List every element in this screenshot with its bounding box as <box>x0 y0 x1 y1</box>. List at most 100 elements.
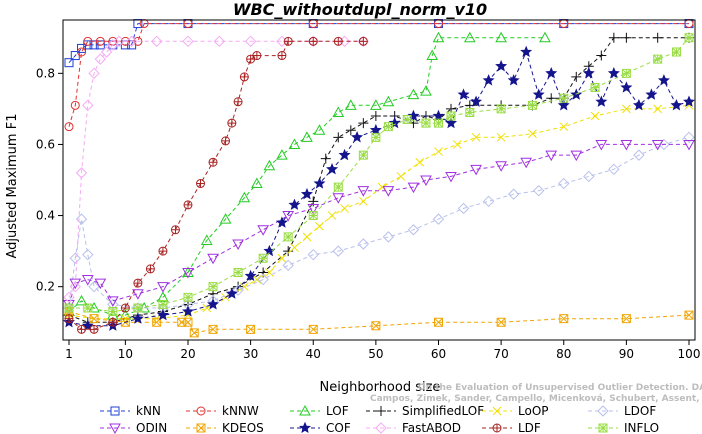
series-point-ldof-56 <box>407 224 420 236</box>
series-point-ldof-5 <box>88 280 100 293</box>
series-point-ldf-44 <box>333 36 343 46</box>
credit-line-1: Campos, Zimek, Sander, Campello, Micenko… <box>370 394 702 404</box>
series-point-odin-20 <box>182 267 194 279</box>
series-point-odin-62 <box>445 171 457 183</box>
series-line-fastabod <box>68 40 364 298</box>
legend-label-odin: ODIN <box>136 421 167 434</box>
series-point-inflo-50 <box>371 132 381 142</box>
series-point-ldf-28 <box>233 97 243 107</box>
series-point-inflo-12 <box>133 303 143 313</box>
series-point-cof-50 <box>369 123 382 136</box>
series-point-kdeos-50 <box>371 321 381 331</box>
legend-marker-ldf <box>492 423 502 433</box>
series-point-kdeos-24 <box>208 324 218 334</box>
series-point-lof-44 <box>332 106 345 117</box>
y-tick-label-0.2: 0.2 <box>36 280 55 294</box>
series-point-ldf-1 <box>64 314 74 324</box>
legend-marker-loop <box>492 406 502 416</box>
series-point-kdeos-40 <box>308 324 318 334</box>
series-point-ldof-88 <box>608 163 620 176</box>
series-point-ldof-64 <box>457 202 470 215</box>
series-point-ldof-100 <box>683 131 695 144</box>
series-point-loop-37 <box>290 243 299 252</box>
legend-label-ldf: LDF <box>518 421 541 434</box>
series-point-inflo-85 <box>590 83 600 93</box>
x-tick-label-50: 50 <box>368 347 383 361</box>
series-point-fastabod-45 <box>338 35 351 48</box>
series-point-inflo-20 <box>183 292 193 302</box>
credit-line-2: On the Evaluation of Unsupervised Outlie… <box>418 383 702 393</box>
series-point-ldf-26 <box>221 136 231 146</box>
series-point-inflo-70 <box>496 104 506 114</box>
series-point-simplifiedlof-82 <box>571 71 582 82</box>
series-point-cof-20 <box>182 305 194 317</box>
legend-marker-fastabod <box>375 422 387 434</box>
series-point-loop-33 <box>265 268 274 277</box>
series-point-cof-76 <box>532 88 545 100</box>
series-point-lof-29 <box>238 191 251 203</box>
series-point-lof-39 <box>301 131 313 142</box>
series-point-ldf-35 <box>277 51 287 61</box>
legend-entry-ldf: LDF <box>482 421 541 434</box>
legend-marker-kdeos <box>196 423 206 433</box>
series-point-cof-27 <box>225 287 238 299</box>
series-point-odin-95 <box>651 139 664 151</box>
series-point-cof-78 <box>545 67 558 79</box>
series-point-fastabod-30 <box>244 35 257 48</box>
series-point-odin-58 <box>420 175 432 187</box>
series-point-cof-90 <box>620 81 633 93</box>
legend-entry-fastabod: FastABOD <box>366 421 461 434</box>
series-point-ldf-3 <box>77 324 87 334</box>
series-line-odin <box>68 143 689 305</box>
series-point-loop-35 <box>277 253 287 263</box>
series-point-lof-23 <box>200 234 213 245</box>
series-point-cof-30 <box>244 269 257 282</box>
series-point-odin-28 <box>232 239 244 251</box>
series-point-cof-80 <box>557 99 570 111</box>
series-point-inflo-48 <box>358 150 368 160</box>
series-point-ldf-12 <box>133 278 143 288</box>
series-point-knnw-2 <box>70 100 80 110</box>
series-fastabod <box>63 35 370 304</box>
series-point-ldof-92 <box>633 149 645 161</box>
series-point-fastabod-4 <box>82 99 94 112</box>
series-point-knnw-1 <box>64 122 74 132</box>
series-point-cof-12 <box>131 312 144 324</box>
series-point-ldf-18 <box>170 225 180 235</box>
series-point-odin-56 <box>407 182 420 194</box>
series-point-inflo-16 <box>158 299 168 309</box>
series-point-odin-24 <box>207 253 219 265</box>
series-point-ldf-24 <box>208 157 218 167</box>
series-point-cof-62 <box>445 116 458 129</box>
series-point-loop-41 <box>315 221 324 231</box>
series-point-ldof-2 <box>69 252 81 264</box>
series-point-inflo-1 <box>64 303 74 313</box>
series-point-lof-37 <box>288 138 301 149</box>
series-line-knnw <box>68 23 689 127</box>
series-point-loop-31 <box>252 275 262 284</box>
series-point-inflo-55 <box>402 115 412 125</box>
legend-label-knn: kNN <box>136 404 161 418</box>
series-point-cof-86 <box>595 95 608 107</box>
series-point-ldf-5 <box>89 324 99 334</box>
series-point-ldof-4 <box>82 248 94 261</box>
series-point-kdeos-90 <box>621 314 631 324</box>
series-point-cof-68 <box>482 74 495 86</box>
series-point-loop-39 <box>302 232 312 242</box>
series-point-lof-59 <box>426 49 439 61</box>
series-inflo <box>64 33 694 317</box>
series-point-inflo-58 <box>421 118 431 128</box>
series-point-inflo-90 <box>621 68 631 78</box>
series-point-fastabod-11 <box>125 35 138 48</box>
series-odin <box>63 139 695 311</box>
series-point-fastabod-25 <box>213 35 226 48</box>
legend-marker-lof <box>299 404 311 416</box>
series-point-loop-54 <box>396 172 406 181</box>
series-point-ldof-76 <box>532 184 545 197</box>
series-cof <box>63 45 695 331</box>
series-point-cof-70 <box>495 59 508 72</box>
series-point-knnw-3 <box>77 47 87 57</box>
series-point-inflo-98 <box>671 47 681 57</box>
series-point-lof-41 <box>313 124 326 135</box>
y-tick-label-0.4: 0.4 <box>36 209 55 223</box>
